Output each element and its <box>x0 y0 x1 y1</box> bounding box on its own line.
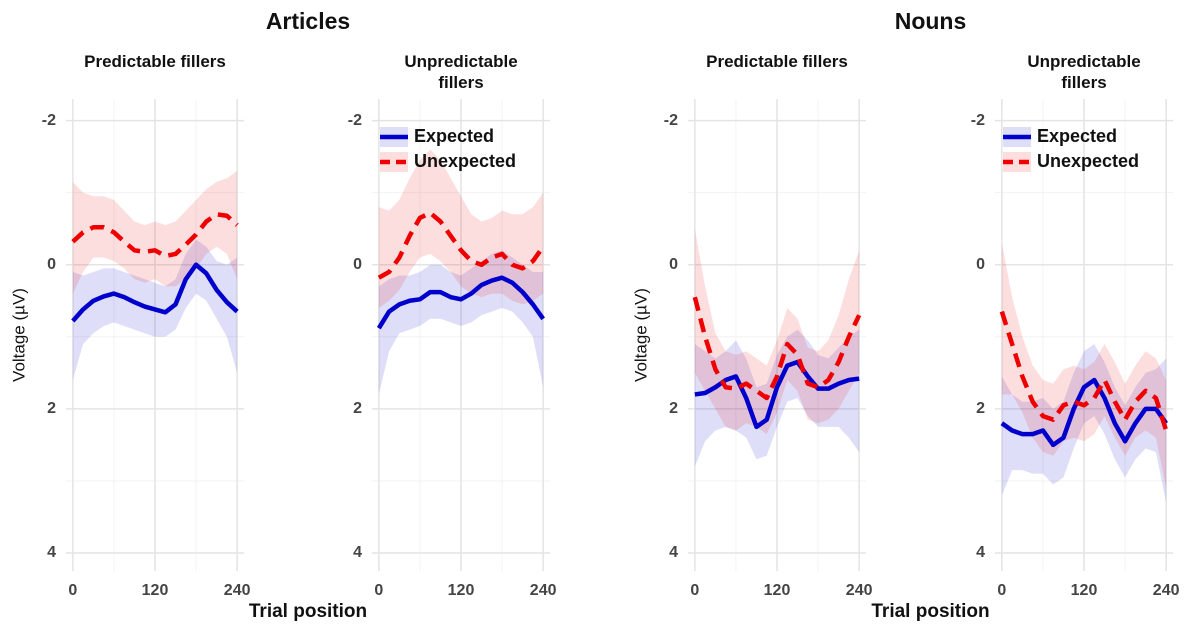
y-tick-label: 4 <box>976 544 985 561</box>
y-tick-label: 4 <box>47 544 56 561</box>
x-axis-label: Trial position <box>871 601 989 622</box>
x-tick-label: 240 <box>846 582 873 599</box>
group-title: Nouns <box>895 8 967 34</box>
legend-band <box>1003 152 1031 172</box>
panel-title: Unpredictable fillers <box>404 52 518 92</box>
y-tick-label: 2 <box>353 400 362 417</box>
y-tick-label: 4 <box>669 544 678 561</box>
x-tick-label: 240 <box>530 582 557 599</box>
legend-label: Expected <box>414 126 494 146</box>
panel-title: Unpredictable fillers <box>1027 52 1141 92</box>
y-tick-label: 0 <box>976 256 985 273</box>
y-tick-label: -2 <box>971 112 985 129</box>
y-axis-label: Voltage (µV) <box>9 288 28 382</box>
confidence-band <box>1001 243 1167 489</box>
panel-title: Predictable fillers <box>706 52 848 71</box>
x-tick-label: 0 <box>690 582 699 599</box>
series-line <box>376 275 545 330</box>
legend-label: Expected <box>1037 126 1117 146</box>
confidence-band <box>378 250 544 395</box>
series-line <box>71 262 239 323</box>
series-line <box>71 212 239 259</box>
x-tick-label: 0 <box>997 582 1006 599</box>
series-line <box>999 310 1169 432</box>
y-tick-label: 0 <box>47 256 56 273</box>
x-tick-label: 120 <box>764 582 791 599</box>
legend-label: Unexpected <box>1037 151 1139 171</box>
y-tick-label: -2 <box>664 112 678 129</box>
y-tick-label: 0 <box>669 256 678 273</box>
y-tick-label: 4 <box>353 544 362 561</box>
series-line <box>377 210 545 280</box>
y-tick-label: 0 <box>353 256 362 273</box>
legend-band <box>380 152 408 172</box>
y-tick-label: 2 <box>669 400 678 417</box>
y-axis-label: Voltage (µV) <box>631 288 650 382</box>
x-tick-label: 240 <box>224 582 251 599</box>
x-tick-label: 120 <box>1071 582 1098 599</box>
x-tick-label: 0 <box>68 582 77 599</box>
x-axis-label: Trial position <box>249 601 367 622</box>
group-title: Articles <box>266 8 350 34</box>
series-line <box>1000 377 1168 448</box>
panel-title: Predictable fillers <box>84 52 226 71</box>
x-tick-label: 0 <box>374 582 383 599</box>
y-tick-label: 2 <box>47 400 56 417</box>
x-tick-label: 120 <box>448 582 475 599</box>
x-tick-label: 240 <box>1153 582 1180 599</box>
confidence-band <box>1001 344 1167 503</box>
x-tick-label: 120 <box>142 582 169 599</box>
series-line <box>692 296 862 401</box>
confidence-band <box>694 329 860 467</box>
legend-label: Unexpected <box>414 151 516 171</box>
confidence-band <box>378 149 544 308</box>
y-tick-label: -2 <box>348 112 362 129</box>
confidence-band <box>694 228 860 435</box>
y-tick-label: 2 <box>976 400 985 417</box>
y-tick-label: -2 <box>42 112 56 129</box>
